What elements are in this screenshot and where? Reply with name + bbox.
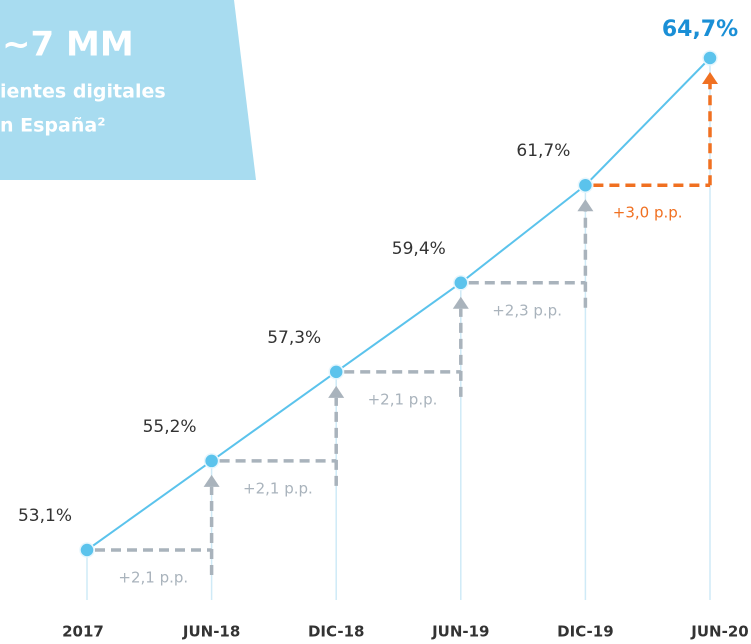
step-arrow	[328, 385, 345, 398]
point	[453, 275, 469, 291]
x-tick-label: 2017	[62, 623, 104, 641]
x-tick-label: JUN-18	[182, 623, 240, 641]
value-label: 61,7%	[516, 141, 570, 161]
point	[577, 177, 594, 193]
value-label: 59,4%	[392, 239, 446, 259]
x-tick-label: DIC-19	[557, 623, 613, 641]
point	[702, 50, 718, 66]
step-label: +3,0 p.p.	[613, 204, 683, 222]
x-tick-label: JUN-19	[431, 623, 489, 641]
x-tick-label: DIC-18	[308, 623, 364, 641]
step-arrow	[702, 72, 718, 84]
value-label: 53,1%	[18, 506, 72, 526]
step-label: +2,1 p.p.	[243, 479, 313, 497]
line	[86, 57, 711, 551]
step-label: +2,1 p.p.	[118, 569, 188, 587]
step-label: +2,1 p.p.	[368, 390, 438, 408]
step-arrow	[203, 474, 220, 487]
box-title: ~7 MM	[2, 25, 134, 65]
box-line: ientes digitales	[0, 81, 166, 103]
box-line: n España²	[0, 115, 106, 137]
value-label: 57,3%	[267, 328, 321, 348]
x-tick-label: JUN-20	[690, 623, 748, 641]
point	[328, 364, 344, 380]
info-box	[0, 0, 256, 180]
step-label: +2,3 p.p.	[492, 301, 562, 319]
value-label: 55,2%	[143, 417, 197, 437]
point	[79, 542, 95, 558]
step-arrow	[452, 296, 469, 309]
point	[203, 453, 220, 469]
step-arrow	[577, 199, 594, 212]
value-label: 64,7%	[662, 17, 738, 42]
